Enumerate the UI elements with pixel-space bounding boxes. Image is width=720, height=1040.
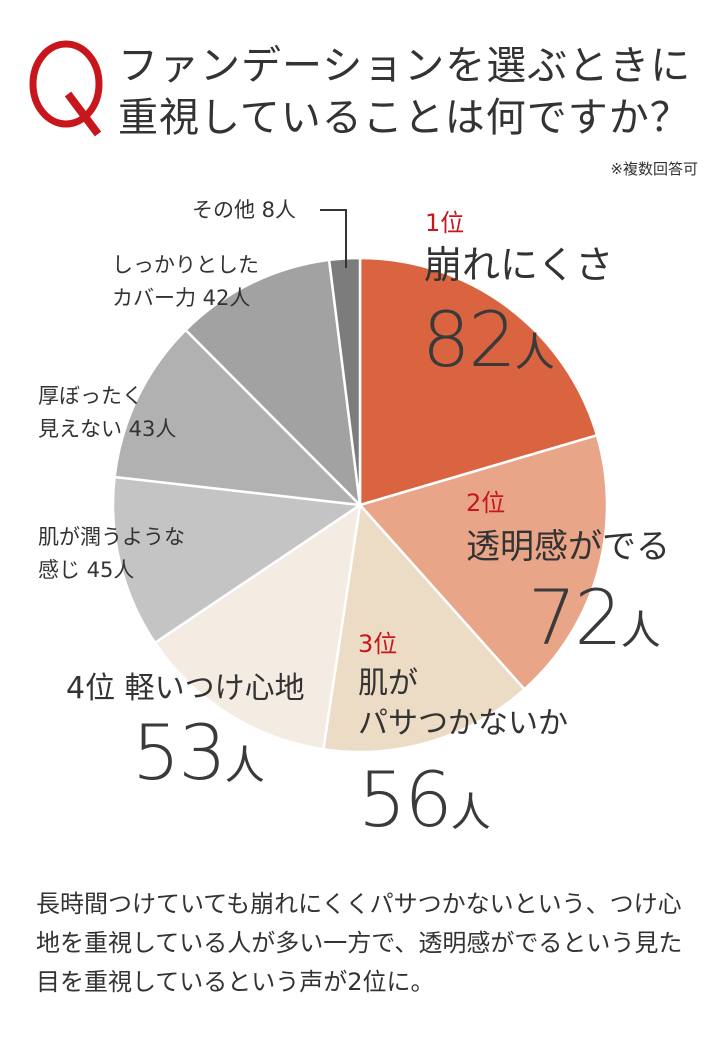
multiple-answers-note: ※複数回答可 xyxy=(610,160,698,178)
label-karui-tsukegokochi: 4位 軽いつけ心地 xyxy=(66,671,305,706)
label-coverage-line2: カバー力 42人 xyxy=(112,286,251,310)
label-kuzurenikusa: 崩れにくさ xyxy=(424,243,614,287)
rank-2-badge: 2位 xyxy=(466,489,506,517)
label-pasatsukanai-line2: パサつかないか xyxy=(358,706,568,741)
count-82-number: 82 xyxy=(422,295,517,384)
label-uruou: 肌が潤うような 感じ 45人 xyxy=(38,521,185,587)
count-53-unit: 人 xyxy=(224,743,265,789)
count-82: 82人 xyxy=(422,302,555,378)
label-atsubottaku-line2: 見えない 43人 xyxy=(38,417,177,441)
label-coverage-line1: しっかりとした xyxy=(112,253,259,277)
label-other: その他 8人 xyxy=(192,198,297,222)
rank-1-badge: 1位 xyxy=(425,209,465,237)
pie-slice xyxy=(153,503,362,751)
label-uruou-line1: 肌が潤うような xyxy=(38,525,185,549)
pie-slice xyxy=(113,328,362,507)
label-atsubottaku-line1: 厚ぼったく xyxy=(38,384,143,408)
count-72-number: 72 xyxy=(528,573,623,662)
pie-slice xyxy=(358,434,609,691)
title-line-2: 重視していることは何ですか？ xyxy=(118,95,691,141)
title-line-1: ファンデーションを選ぶときに xyxy=(118,43,692,89)
label-coverage: しっかりとした カバー力 42人 xyxy=(112,249,259,315)
count-82-unit: 人 xyxy=(514,330,555,376)
q-logo-icon xyxy=(29,40,103,137)
count-56-unit: 人 xyxy=(450,790,491,836)
summary-text: 長時間つけていても崩れにくくパサつかないという、つけ心地を重視している人が多い一… xyxy=(36,890,683,996)
label-toumeikan: 透明感がでる xyxy=(466,527,670,567)
count-56-number: 56 xyxy=(358,755,453,844)
count-72-unit: 人 xyxy=(620,608,661,654)
count-53: 53人 xyxy=(132,715,265,791)
label-pasatsukanai: 肌が パサつかないか xyxy=(358,664,568,744)
pie-slice xyxy=(322,503,526,754)
pie-slice xyxy=(184,258,362,507)
count-56: 56人 xyxy=(358,762,491,838)
pie-slice xyxy=(111,475,362,644)
rank-3-badge: 3位 xyxy=(358,630,398,658)
count-72: 72人 xyxy=(528,580,661,656)
label-atsubottaku: 厚ぼったく 見えない 43人 xyxy=(38,380,176,446)
label-pasatsukanai-line1: 肌が xyxy=(358,666,418,701)
count-53-number: 53 xyxy=(132,708,227,797)
pie-slice xyxy=(358,256,599,507)
label-uruou-line2: 感じ 45人 xyxy=(38,558,135,582)
